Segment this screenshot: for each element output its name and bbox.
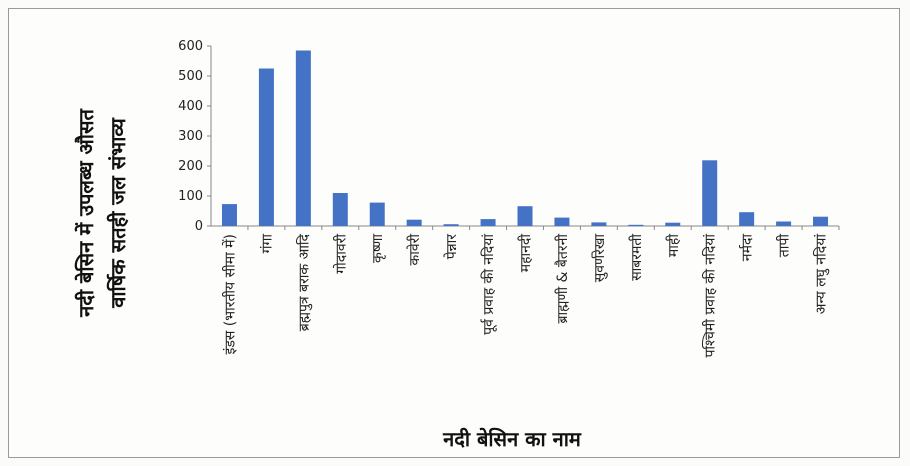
x-tick-labels: इंडस (भारतीय सीमा में) गंगा ब्रह्मपुत्र बर… <box>221 226 840 358</box>
y-axis-label-line-2: वार्षिक सतही जल संभाव्य <box>106 117 130 309</box>
x-tick-label: अन्य लघु नदियां <box>813 234 830 315</box>
x-tick-label: पश्चिमी प्रवाह की नदियां <box>702 234 719 358</box>
y-tick-label: 500 <box>178 69 203 84</box>
x-tick-label: पेन्नार <box>443 234 460 260</box>
bar <box>369 202 385 226</box>
y-tick-label: 400 <box>178 99 203 114</box>
x-tick-label: तापी <box>776 234 793 258</box>
y-ticks: 0 100 200 300 400 500 600 <box>178 39 211 234</box>
y-tick-label: 600 <box>178 39 203 54</box>
y-tick-label: 0 <box>195 219 203 234</box>
y-tick-label: 100 <box>178 189 203 204</box>
bar <box>628 224 644 226</box>
x-tick-label: गोदावरी <box>332 234 349 274</box>
x-tick-label: माही <box>665 234 682 257</box>
x-tick-label: नर्मदा <box>739 234 756 262</box>
y-axis-label-group: नदी बेसिन में उपलब्ध औसत वार्षिक सतही जल… <box>74 108 130 318</box>
chart-frame <box>8 8 900 458</box>
x-tick-label: कृष्णा <box>370 234 386 263</box>
bar <box>332 193 348 226</box>
bar <box>702 160 718 226</box>
y-tick-label: 300 <box>178 129 203 144</box>
bar <box>443 224 459 226</box>
bars-group <box>221 50 829 226</box>
x-tick-label: ब्रह्मपुत्र बराक आदि <box>295 233 312 331</box>
bar <box>258 68 274 226</box>
x-tick-label: सुवर्णरेखा <box>591 234 608 283</box>
x-tick-label: पूर्व प्रवाह की नदियां <box>480 234 497 335</box>
x-tick-label: महानदी <box>517 234 534 273</box>
x-axis-label: नदी बेसिन का नाम <box>442 427 582 451</box>
bar <box>221 204 237 226</box>
bar <box>591 222 607 226</box>
y-axis-label-line-1: नदी बेसिन में उपलब्ध औसत <box>74 108 98 318</box>
bar <box>739 212 755 226</box>
x-tick-label: साबरमती <box>628 234 645 281</box>
bar <box>480 219 496 226</box>
x-tick-label: कावेरी <box>406 234 423 266</box>
bar <box>813 216 829 226</box>
bar <box>406 219 422 226</box>
bar <box>665 222 681 226</box>
x-tick-label: ब्राह्मणी & बैतरनी <box>554 234 571 324</box>
bar <box>517 206 533 226</box>
y-tick-label: 200 <box>178 159 203 174</box>
bar <box>295 50 311 226</box>
bar <box>776 221 792 226</box>
x-tick-label: इंडस (भारतीय सीमा में) <box>221 234 238 354</box>
bar <box>554 217 570 226</box>
x-tick-label: गंगा <box>259 234 275 254</box>
